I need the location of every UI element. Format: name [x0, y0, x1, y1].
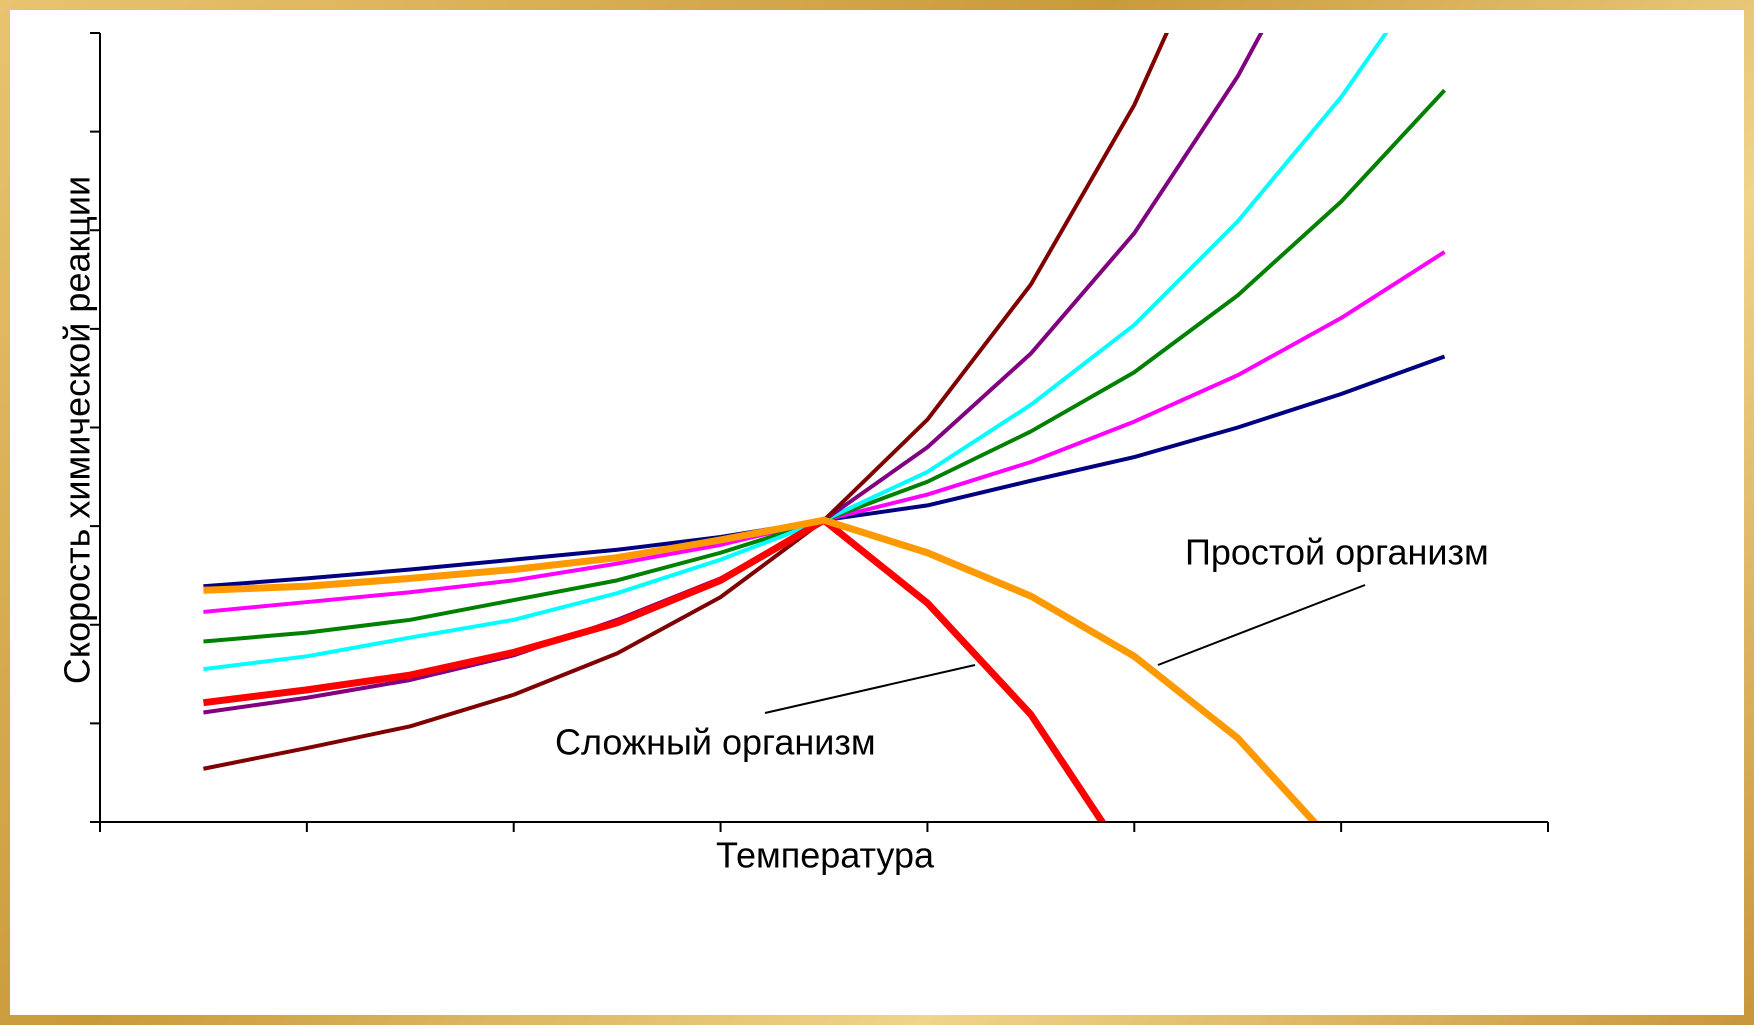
y-axis-label: Скорость химической реакции [57, 176, 98, 684]
series-line [202, 516, 1107, 822]
series-line [203, 516, 1319, 822]
series-group [202, 33, 1447, 822]
annotation: Простой организм [1185, 532, 1489, 573]
annotation-leader [764, 664, 976, 714]
annotation: Сложный организм [555, 722, 876, 763]
annotation-leader [1157, 584, 1366, 666]
x-axis-label: Температура [716, 835, 935, 876]
